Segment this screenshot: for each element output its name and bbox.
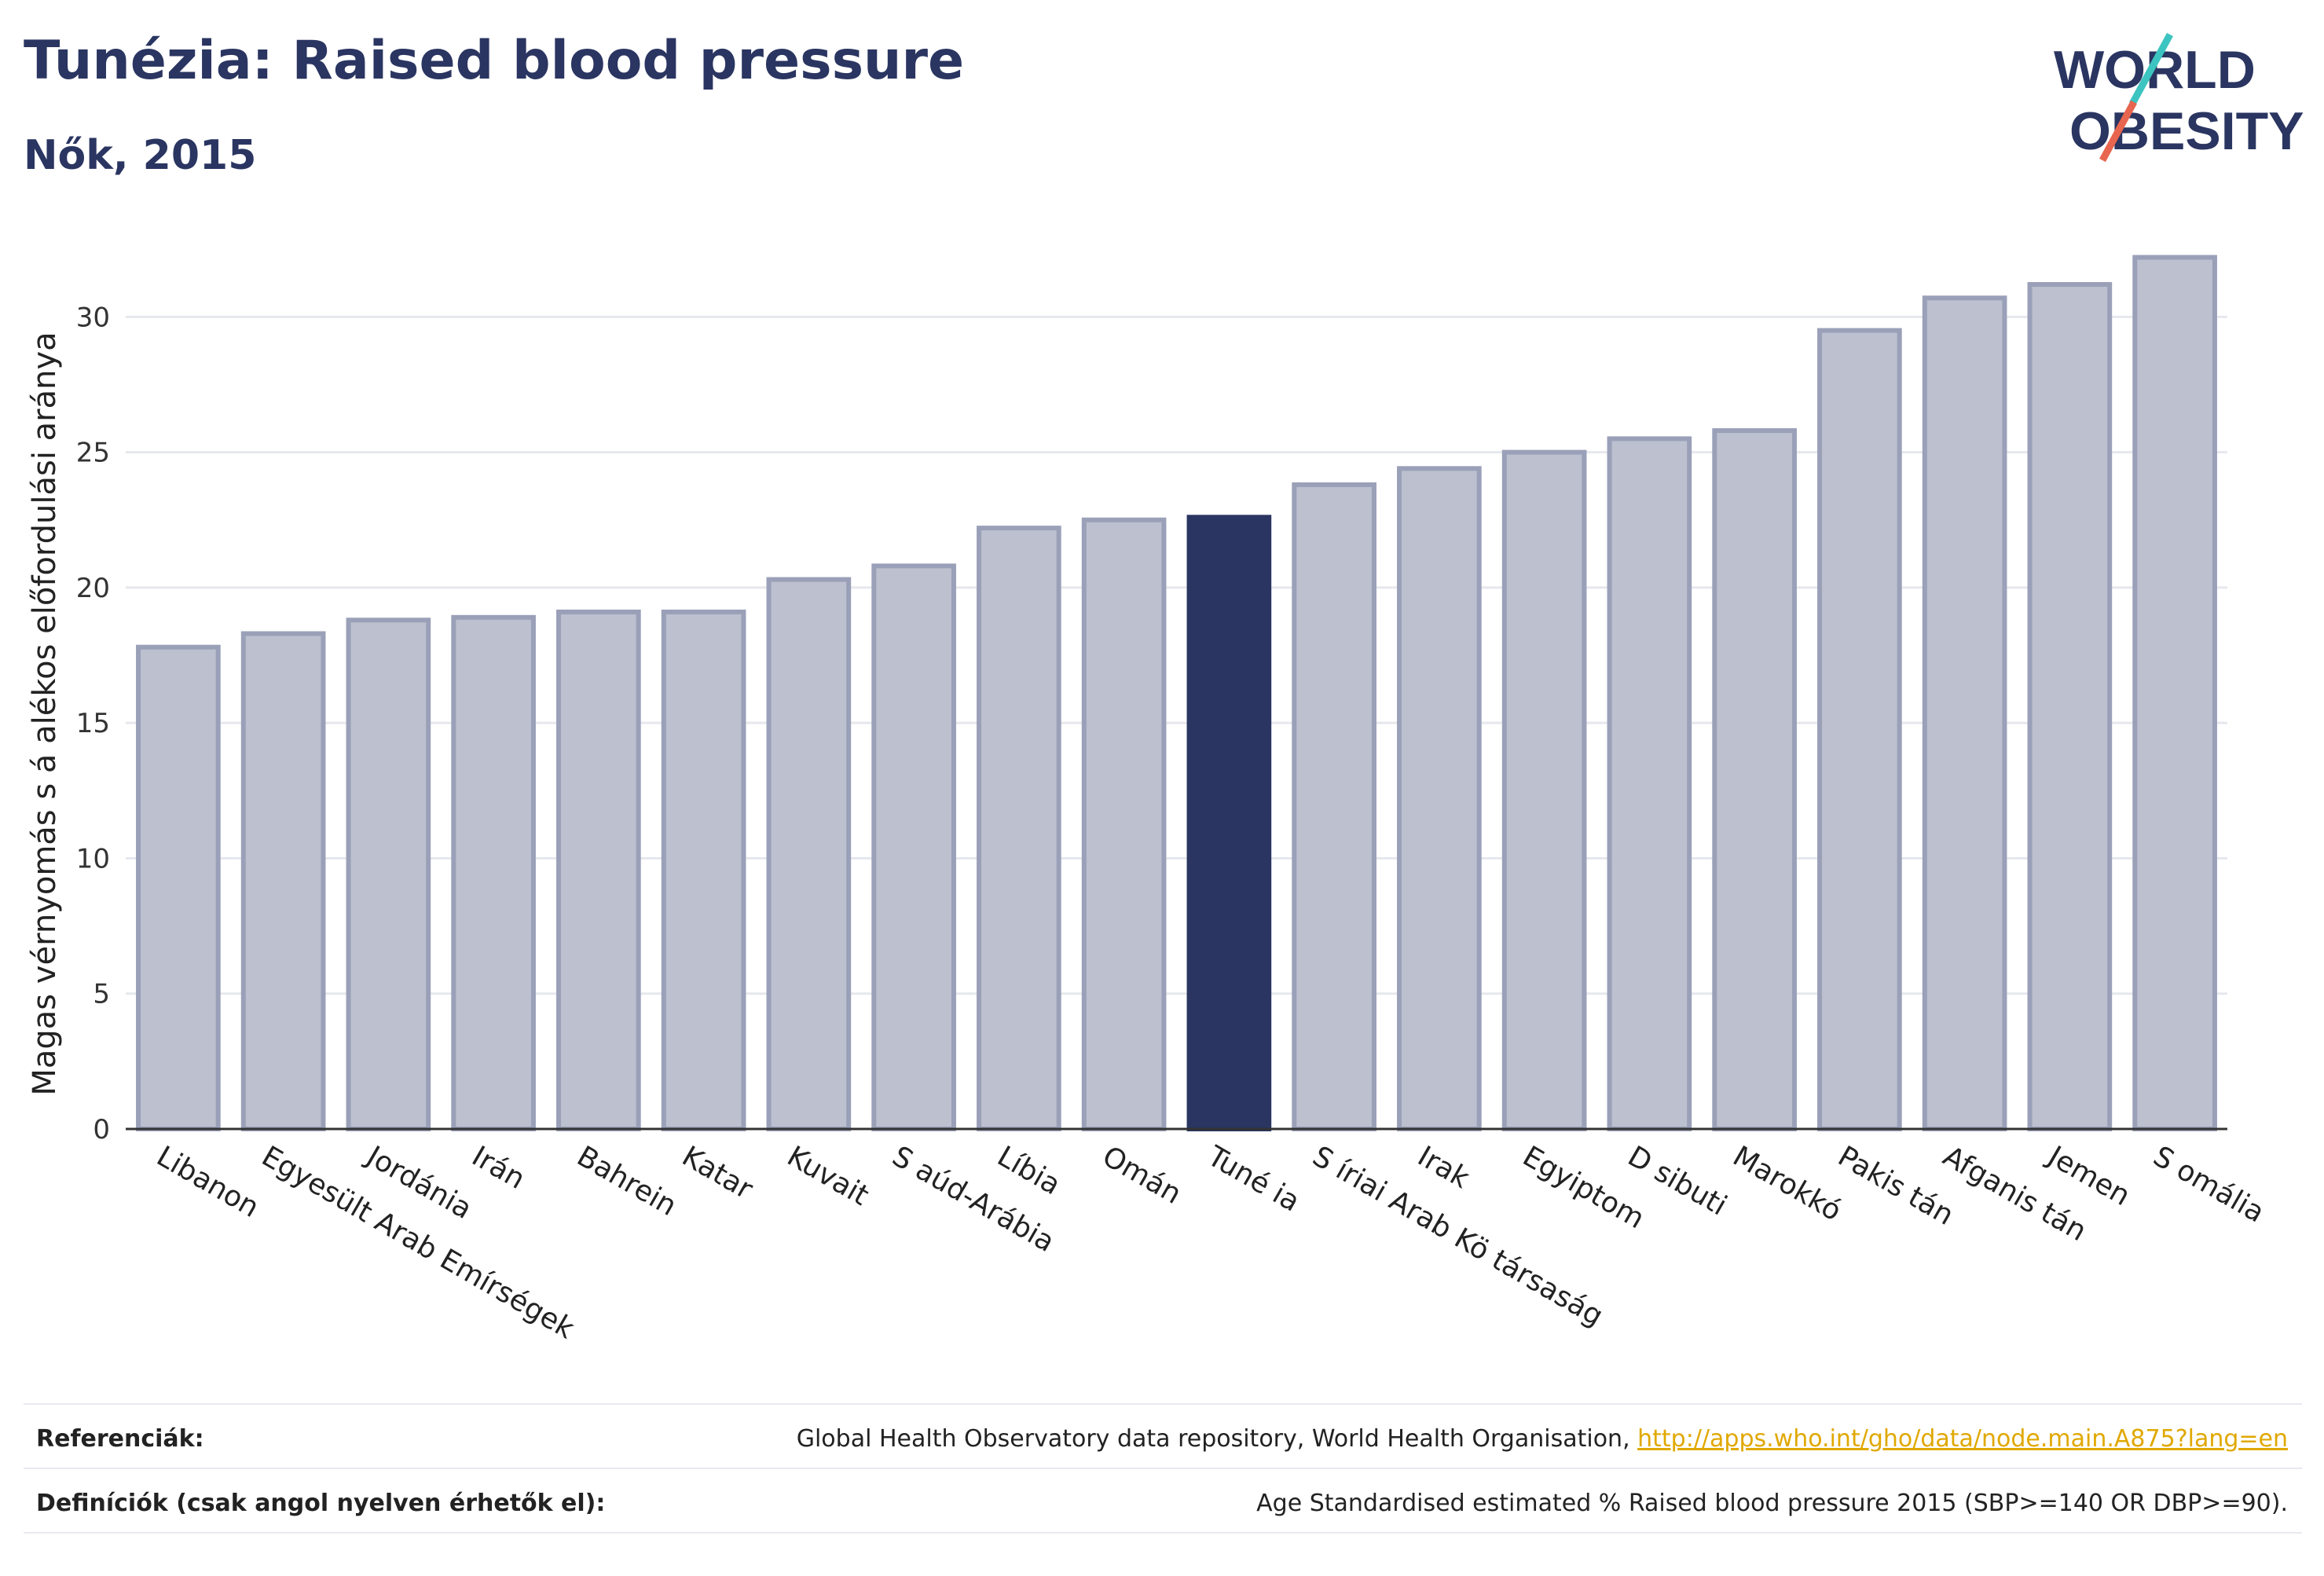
- bar: [977, 526, 1061, 1131]
- x-tick-label: Marokkó: [1728, 1140, 1847, 1227]
- references-text: Global Health Observatory data repositor…: [796, 1425, 1638, 1453]
- x-tick-label: Kuvait: [782, 1140, 874, 1212]
- definitions-label: Definíciók (csak angol nyelven érhetők e…: [36, 1490, 606, 1517]
- bar: [240, 631, 326, 1131]
- bar: [451, 614, 536, 1131]
- definitions-value: Age Standardised estimated % Raised bloo…: [1256, 1490, 2288, 1517]
- bar: [136, 644, 221, 1131]
- x-tick-label: Bahrein: [571, 1140, 681, 1222]
- references-value: Global Health Observatory data repositor…: [797, 1425, 2288, 1453]
- y-axis-label: Magas vérnyomás s á alékos előfordulási …: [27, 332, 63, 1095]
- references-link[interactable]: http://apps.who.int/gho/data/node.main.A…: [1637, 1425, 2288, 1453]
- bar: [346, 618, 431, 1131]
- y-tick-label: 20: [76, 573, 110, 604]
- world-obesity-logo: WORLD OBESITY: [2054, 32, 2304, 163]
- footer-divider: [24, 1468, 2302, 1469]
- bar: [1817, 328, 1902, 1132]
- y-tick-label: 5: [93, 979, 110, 1010]
- bar: [1922, 295, 2007, 1131]
- references-label: Referenciák:: [36, 1425, 204, 1453]
- x-tick-label: Omán: [1097, 1140, 1186, 1211]
- bar: [1712, 428, 1797, 1131]
- y-tick-label: 10: [76, 843, 110, 874]
- x-tick-label: Tuné ia: [1201, 1140, 1305, 1219]
- x-tick-label: Libanon: [151, 1140, 264, 1224]
- bar: [1292, 482, 1376, 1131]
- page-subtitle: Nők, 2015: [24, 132, 257, 179]
- y-tick-label: 25: [76, 438, 110, 469]
- x-tick-label: Líbia: [992, 1140, 1065, 1201]
- x-tick-label: Pakis tán: [1832, 1140, 1959, 1232]
- footer-divider: [24, 1532, 2302, 1534]
- bar: [1186, 515, 1272, 1131]
- bar-chart: 0 5 10 15 20 25 30 Magas vérnyomás s á alékos e…: [27, 255, 2270, 1346]
- y-tick-label: 30: [76, 302, 110, 333]
- x-tick-label: Irak: [1412, 1140, 1475, 1195]
- page-title: Tunézia: Raised blood pressure: [24, 30, 965, 92]
- x-tick-label: S omália: [2148, 1140, 2270, 1229]
- bar: [661, 609, 746, 1131]
- bar: [1397, 466, 1482, 1131]
- bar: [1607, 436, 1692, 1131]
- y-tick-label: 0: [93, 1114, 110, 1145]
- x-tick-label: Irán: [467, 1140, 530, 1196]
- bar: [2027, 282, 2113, 1131]
- bar: [556, 609, 641, 1131]
- x-tick-label: Katar: [676, 1140, 758, 1206]
- bar: [871, 563, 956, 1131]
- y-tick-label: 15: [76, 708, 110, 739]
- bar: [2132, 255, 2217, 1132]
- bar: [766, 577, 852, 1131]
- bar: [1501, 449, 1587, 1131]
- footer-divider: [24, 1403, 2302, 1405]
- bar: [1081, 517, 1167, 1131]
